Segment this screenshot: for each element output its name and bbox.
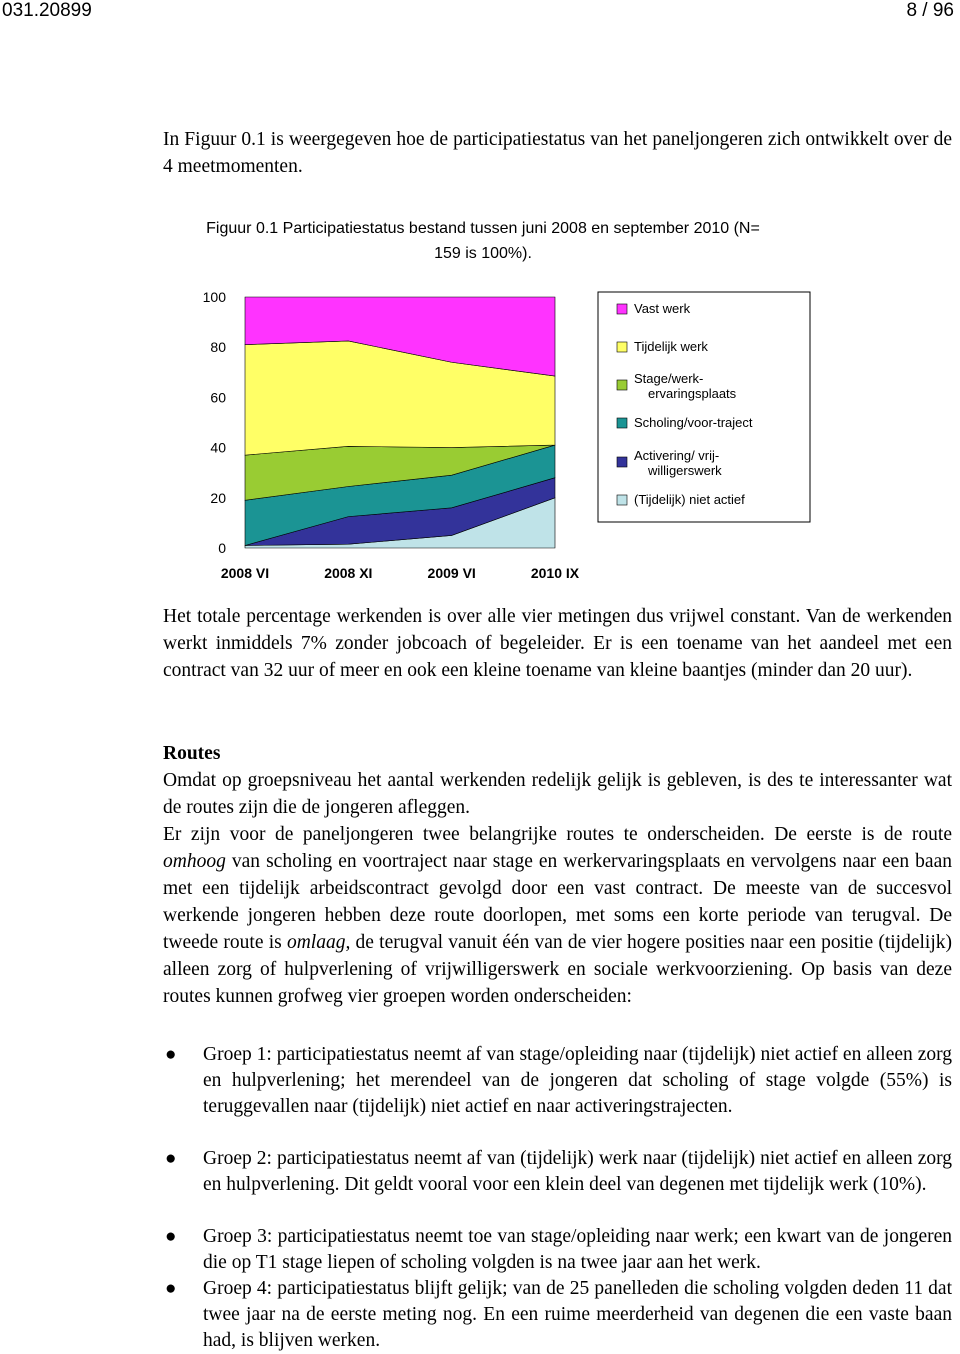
x-tick-label: 2008 VI [221, 565, 269, 581]
legend-swatch [616, 379, 628, 391]
legend-swatch [616, 456, 628, 468]
text-run: Er zijn voor de paneljongeren twee belan… [163, 824, 952, 845]
y-tick-label: 0 [218, 540, 226, 556]
x-tick-label: 2009 VI [428, 565, 476, 581]
bullet-text: Groep 3: participatiestatus neemt toe va… [203, 1226, 952, 1273]
x-tick-label: 2010 IX [531, 565, 580, 581]
text-run: van scholing en voortraject naar stage e… [163, 851, 952, 953]
area [244, 296, 556, 377]
legend-label-line: ervaringsplaats [648, 386, 737, 401]
bullet-dot: ● [165, 1044, 177, 1065]
bullet-text: Groep 1: participatiestatus neemt af van… [203, 1044, 952, 1117]
legend-swatch [616, 417, 628, 429]
header-left: 031.20899 [2, 0, 92, 21]
italic-run: omlaag, [286, 932, 351, 953]
bullet-dot: ● [165, 1226, 177, 1247]
legend-label: (Tijdelijk) niet actief [634, 492, 745, 507]
heading: Routes [163, 743, 221, 764]
paragraph: Het totale percentage werkenden is over … [163, 606, 952, 681]
legend-label-line: willigerswerk [647, 463, 722, 478]
x-tick-label: 2008 XI [324, 565, 372, 581]
y-tick-label: 20 [210, 490, 226, 506]
y-tick-label: 60 [210, 389, 226, 405]
bullet: ● Groep 2: participatiestatus neemt af va… [165, 1146, 952, 1198]
legend-swatch [616, 341, 628, 353]
header-right: 8 / 96 [906, 0, 954, 21]
bullet: ● Groep 3: participatiestatus neemt toe v… [165, 1224, 952, 1276]
caption-line: Figuur 0.1 Participatiestatus bestand tu… [206, 220, 760, 237]
caption-line: 159 is 100%). [434, 245, 532, 262]
legend-label: Scholing/voor-traject [634, 415, 753, 430]
bullet: ● Groep 1: participatiestatus neemt af va… [165, 1042, 952, 1120]
legend-swatch [616, 303, 628, 315]
paragraph: Er zijn voor de paneljongeren twee belan… [163, 821, 952, 1010]
text-run: de terugval vanuit één van de vier hoger… [163, 932, 952, 1007]
bullet-dot: ● [165, 1278, 177, 1299]
figure-caption: Figuur 0.1 Participatiestatus bestand tu… [163, 216, 803, 266]
paragraph: Omdat op groepsniveau het aantal werkend… [163, 767, 952, 1010]
bullet-dot: ● [165, 1148, 177, 1169]
bullet: ● Groep 4: participatiestatus blijft geli… [165, 1276, 952, 1354]
legend-label-line: Activering/ vrij- [634, 448, 719, 463]
paragraph-line: Omdat op groepsniveau het aantal werkend… [163, 770, 952, 818]
y-tick-label: 100 [203, 289, 227, 305]
chart: 0 20 40 60 80 100 2008 VI 2008 XI 2009 VI 2010 IX… [203, 289, 811, 581]
legend-label-line: Stage/werk- [634, 371, 703, 386]
legend-label: Vast werk [634, 301, 691, 316]
y-tick-label: 40 [210, 440, 226, 456]
bullet-text: Groep 2: participatiestatus neemt af van… [203, 1148, 952, 1195]
intro: In Figuur 0.1 is weergegeven hoe de part… [163, 129, 952, 177]
legend-swatch [616, 494, 628, 506]
legend-label: Stage/werk-ervaringsplaats [634, 371, 737, 401]
italic-run: omhoog [163, 851, 226, 872]
legend-box [597, 291, 811, 523]
y-tick-label: 80 [210, 339, 226, 355]
legend-label: Tijdelijk werk [634, 339, 708, 354]
bullet-text: Groep 4: participatiestatus blijft gelij… [203, 1278, 952, 1351]
legend-label: Activering/ vrij-willigerswerk [634, 448, 722, 478]
